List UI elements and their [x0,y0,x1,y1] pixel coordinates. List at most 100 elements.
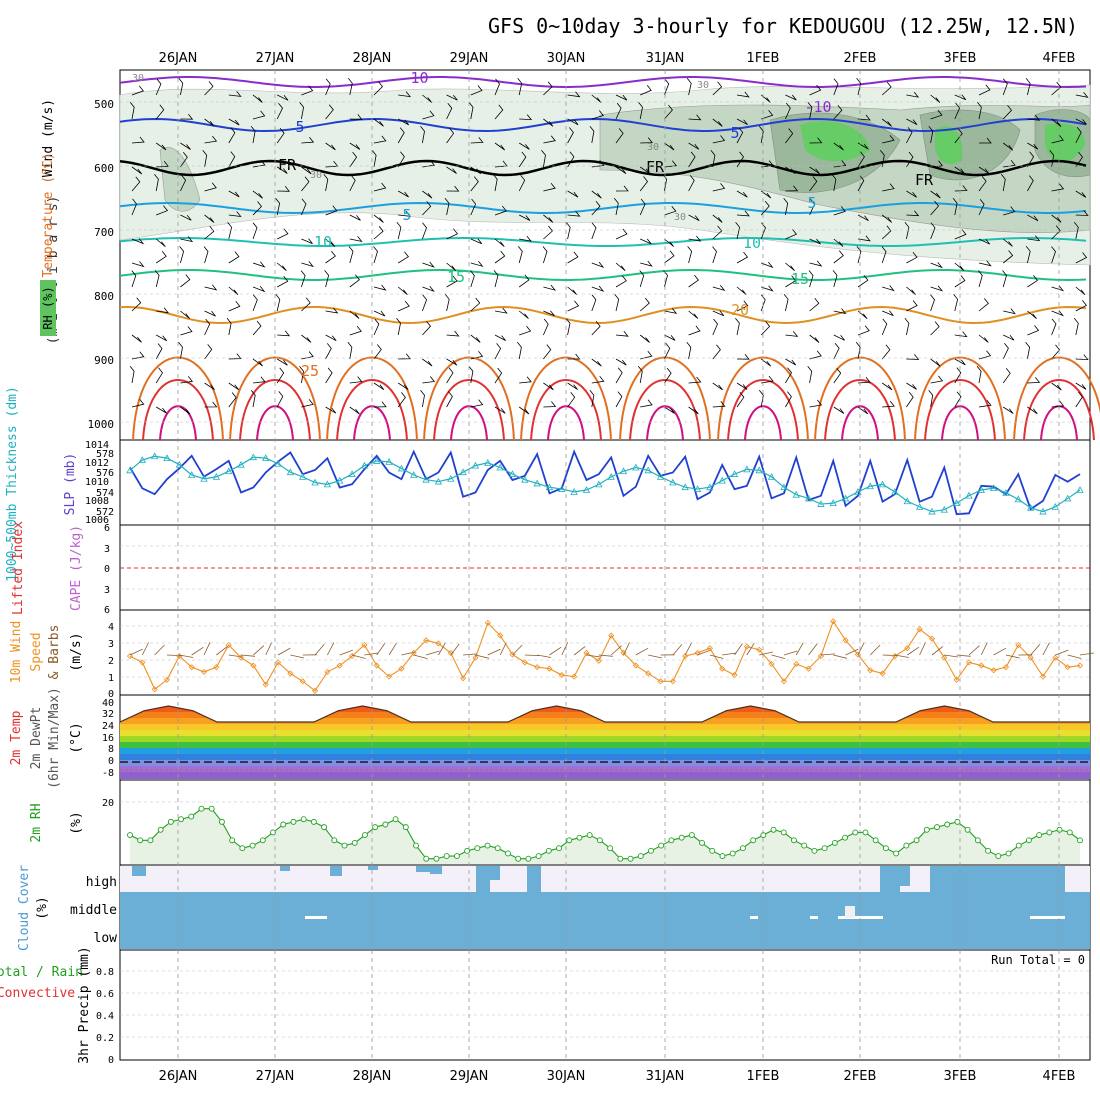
wind-barb [253,262,264,267]
wind-barb [687,342,691,359]
rh2m-point [945,822,950,827]
temp-band [120,766,1090,772]
wind-barb [809,271,813,288]
rh2m-point [444,854,449,859]
wind10-barb [327,643,333,655]
rh2m-point [628,856,633,861]
rh2m-point [1037,833,1042,838]
rh2m-point [1057,827,1062,832]
rh2m-point [873,838,878,843]
wind-barb [931,359,941,366]
wind-barb [398,301,409,311]
wind-barb [277,391,283,407]
wind10-barb [266,642,272,655]
wind-barb [737,252,748,263]
rh2m-point [260,838,265,843]
wind-barb [229,252,239,263]
rh2m-point [924,827,929,832]
wind10-barb [636,648,648,655]
slp-tick-1012: 1012 [85,458,109,469]
rh2m-point [863,830,868,835]
temp-band [120,748,1090,754]
cloud-mid-gap [1030,916,1065,919]
rh2m-point [424,856,429,861]
wind-barb [277,263,286,271]
wind10-barb [1055,650,1068,655]
temp-band [120,772,1090,779]
wind-barb [228,222,232,239]
wind-barb [1076,300,1087,311]
wind-barb [277,331,289,336]
contour-label: 5 [807,194,816,212]
rh2m-point [965,827,970,832]
wind-barb [422,295,426,311]
wind-barb [156,251,166,263]
wind10-barb [500,643,506,656]
wind-barb [543,345,550,359]
wind10-barb [315,644,324,655]
date-label-top: 27JAN [256,51,295,66]
wind-barb [931,286,942,291]
cloud-level-low: low [94,931,118,946]
date-label-top: 31JAN [646,51,685,66]
wind10-barb [722,653,736,655]
wind-barb [1003,271,1007,288]
cloud-high-bar [368,866,378,870]
wind-barb [616,359,626,365]
wind-barb [1052,310,1063,315]
ylabel-precip-3: 3hr Precip (mm) [77,946,92,1063]
wind-barb [640,261,652,266]
wind-barb [882,286,894,291]
wind10-barb [994,648,1006,655]
ylabel-temp2m-4: (°C) [69,722,84,753]
wind-barb [1003,343,1008,359]
wind10-barb [364,653,378,655]
ylabel-temp2m-2: 2m DewPt [29,707,44,770]
wind-barb [253,377,265,383]
precip-tick-06: 0.6 [96,989,114,1000]
wind-barb [326,335,337,341]
cloud-high-bar [280,866,290,871]
wind-barb [350,215,361,220]
wind10-barb [562,642,568,655]
cloud-mid-gap [838,916,883,919]
wind-barb [517,342,521,359]
wind-barb [616,263,625,271]
precip-panel-frame [120,950,1090,1060]
li-tick-0: 0 [104,564,110,575]
rh2m-point [414,843,419,848]
wind-barb [713,285,725,290]
rh2m-point [700,840,705,845]
wind-barb [495,343,501,359]
wind-barb [1027,326,1038,336]
rh2m-point [802,843,807,848]
wind-barb [421,390,425,407]
wind-barb [834,335,845,340]
p-tick-500: 500 [94,98,114,111]
wind-barb [397,222,401,239]
wind-barb [592,376,604,383]
wind-barb [979,335,988,343]
wind-barb [543,402,555,408]
rh2m-point [955,819,960,824]
wind-barb [156,335,167,341]
date-label-bottom: 4FEB [1043,1069,1076,1084]
isotherm-15 [120,270,1086,280]
date-label-bottom: 26JAN [159,1069,198,1084]
rh-tick-20: 20 [102,798,114,809]
rh2m-point [557,846,562,851]
cloud-low-mid [120,892,1090,949]
rh2m-point [740,846,745,851]
temp-band [120,706,1090,712]
wind10-barb [167,655,181,656]
wind-barb [374,319,379,335]
wind-barb [737,287,746,295]
temp-band [120,760,1090,766]
wind-barb [1052,286,1063,291]
wind-barb [301,239,312,244]
wind10-barb [1043,643,1050,655]
date-label-top: 28JAN [353,51,392,66]
rh2m-point [454,854,459,859]
rh2m-point [812,848,817,853]
wind-barb [398,287,407,295]
